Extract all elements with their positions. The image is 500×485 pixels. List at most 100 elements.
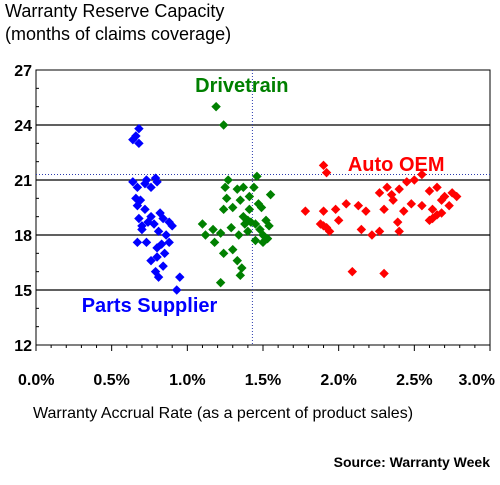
y-tick-label: 18 bbox=[14, 228, 32, 245]
data-point bbox=[333, 215, 344, 226]
data-point bbox=[252, 171, 262, 182]
data-points bbox=[128, 101, 462, 295]
data-point bbox=[318, 221, 329, 231]
data-point bbox=[218, 120, 229, 130]
series-group bbox=[197, 101, 276, 288]
x-tick-label: 1.5% bbox=[245, 372, 281, 389]
data-point bbox=[399, 206, 409, 216]
data-point bbox=[394, 226, 404, 237]
x-axis-label: Warranty Accrual Rate (as a percent of p… bbox=[33, 405, 413, 422]
data-point bbox=[134, 138, 144, 149]
data-point bbox=[218, 204, 229, 215]
data-point bbox=[134, 123, 144, 134]
data-point bbox=[374, 226, 385, 237]
data-point bbox=[264, 221, 274, 231]
data-point bbox=[141, 237, 152, 248]
data-point bbox=[215, 277, 226, 288]
data-point bbox=[234, 230, 244, 240]
x-tick-label: 0.0% bbox=[18, 372, 54, 389]
series-label: Drivetrain bbox=[195, 75, 288, 97]
data-point bbox=[250, 235, 261, 246]
plot-area: Parts Supplier Drivetrain Auto OEM bbox=[35, 69, 491, 346]
data-point bbox=[379, 268, 389, 279]
data-point bbox=[436, 195, 447, 205]
data-point bbox=[146, 255, 156, 266]
series-label: Auto OEM bbox=[348, 154, 445, 176]
data-point bbox=[447, 188, 457, 198]
data-point bbox=[402, 177, 412, 187]
series-group bbox=[300, 160, 462, 279]
data-point bbox=[244, 204, 255, 215]
series-labels: Parts Supplier Drivetrain Auto OEM bbox=[82, 75, 445, 317]
data-point bbox=[253, 199, 264, 209]
data-point bbox=[232, 255, 242, 266]
data-point bbox=[374, 188, 385, 198]
data-point bbox=[200, 230, 211, 240]
data-point bbox=[211, 101, 221, 112]
series-label: Parts Supplier bbox=[82, 295, 218, 317]
data-point bbox=[159, 248, 170, 259]
data-point bbox=[167, 221, 177, 231]
data-point bbox=[240, 219, 250, 229]
data-point bbox=[209, 237, 220, 248]
y-tick-label: 21 bbox=[14, 173, 32, 190]
chart-subtitle: (months of claims coverage) bbox=[5, 24, 231, 44]
data-point bbox=[324, 226, 335, 237]
data-point bbox=[137, 224, 147, 235]
data-point bbox=[243, 226, 253, 237]
data-point bbox=[208, 224, 218, 235]
data-point bbox=[250, 219, 261, 229]
data-point bbox=[406, 199, 417, 209]
data-point bbox=[134, 213, 144, 224]
data-point bbox=[235, 270, 246, 281]
data-point bbox=[226, 222, 236, 233]
data-point bbox=[451, 191, 462, 202]
data-point bbox=[347, 266, 358, 277]
y-tick-label: 12 bbox=[14, 338, 32, 355]
data-point bbox=[262, 233, 273, 244]
data-point bbox=[197, 219, 208, 229]
data-point bbox=[356, 224, 367, 235]
data-point bbox=[341, 199, 351, 209]
data-point bbox=[158, 213, 168, 224]
data-point bbox=[161, 230, 171, 240]
data-point bbox=[153, 272, 164, 282]
data-point bbox=[228, 202, 238, 213]
data-point bbox=[152, 177, 162, 187]
data-point bbox=[135, 195, 146, 205]
data-point bbox=[436, 208, 447, 218]
data-point bbox=[394, 184, 404, 194]
data-point bbox=[427, 213, 438, 224]
axes: 12 15 18 21 24 27 0.0% 0.5% 1.0% 1.5% 2.0% 2.5% 3.0% bbox=[14, 63, 495, 389]
series-group bbox=[128, 123, 185, 295]
data-point bbox=[152, 252, 162, 262]
data-point bbox=[153, 226, 164, 237]
data-point bbox=[353, 200, 364, 211]
data-point bbox=[164, 237, 174, 248]
data-point bbox=[146, 211, 156, 222]
data-point bbox=[131, 131, 141, 141]
x-tick-label: 2.0% bbox=[320, 372, 356, 389]
y-tick-label: 24 bbox=[14, 118, 32, 135]
data-point bbox=[417, 169, 427, 180]
data-point bbox=[409, 175, 420, 185]
data-point bbox=[244, 191, 255, 202]
data-point bbox=[444, 200, 454, 211]
data-point bbox=[132, 237, 143, 248]
data-point bbox=[432, 182, 442, 193]
data-point bbox=[158, 261, 168, 271]
data-point bbox=[218, 248, 229, 259]
data-point bbox=[149, 219, 159, 229]
data-point bbox=[221, 193, 232, 204]
data-point bbox=[228, 244, 238, 255]
y-tick-label: 15 bbox=[14, 283, 32, 300]
data-point bbox=[367, 230, 377, 240]
data-point bbox=[132, 182, 143, 193]
data-point bbox=[417, 200, 427, 211]
data-point bbox=[258, 237, 268, 248]
data-point bbox=[220, 182, 230, 193]
data-point bbox=[321, 167, 332, 178]
data-point bbox=[238, 182, 249, 193]
x-tick-label: 0.5% bbox=[93, 372, 129, 389]
